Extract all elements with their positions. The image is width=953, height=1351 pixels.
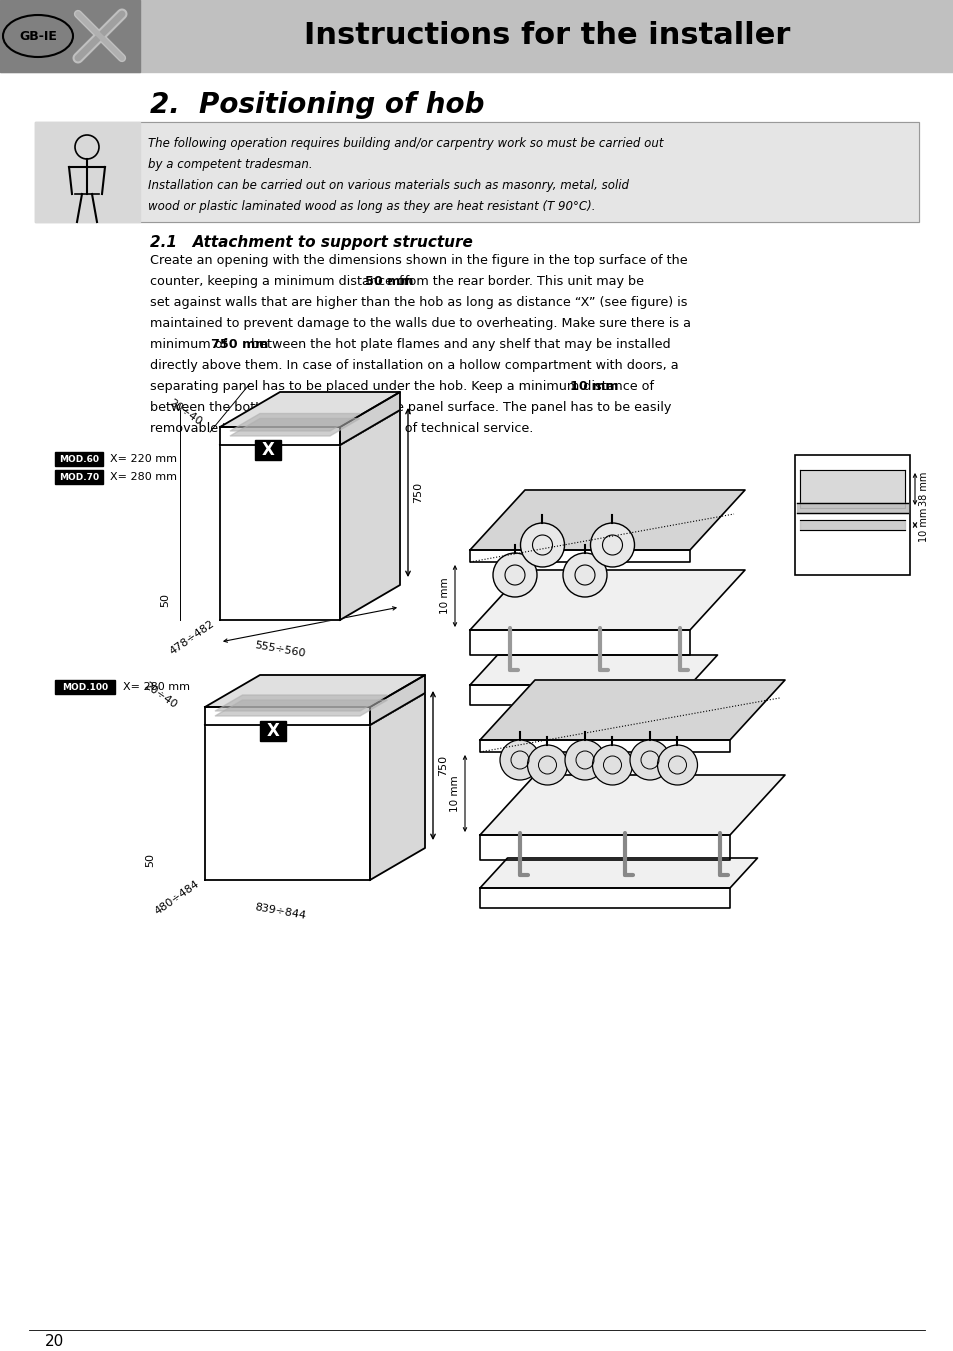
Text: 478÷482: 478÷482 (168, 619, 216, 657)
Text: X: X (266, 721, 279, 740)
Polygon shape (470, 655, 717, 685)
Text: wood or plastic laminated wood as long as they are heat resistant (T 90°C).: wood or plastic laminated wood as long a… (148, 200, 595, 213)
Polygon shape (230, 413, 359, 431)
Text: 280: 280 (314, 725, 335, 736)
Bar (55, 470, 103, 484)
Text: Instructions for the installer: Instructions for the installer (303, 22, 789, 50)
Bar (0, 0, 140, 72)
Text: separating panel has to be placed under the hob. Keep a minimum distance of: separating panel has to be placed under … (150, 380, 658, 393)
Text: 10 mm: 10 mm (439, 578, 450, 615)
Text: MOD.70: MOD.70 (59, 473, 99, 481)
Polygon shape (470, 630, 689, 655)
Polygon shape (220, 392, 399, 427)
Polygon shape (205, 725, 370, 880)
Bar (254, 440, 281, 459)
Text: counter, keeping a minimum distance of: counter, keeping a minimum distance of (150, 276, 413, 288)
Polygon shape (339, 392, 399, 444)
Bar (35, 122, 918, 222)
Text: maintained to prevent damage to the walls due to overheating. Make sure there is: maintained to prevent damage to the wall… (150, 317, 690, 330)
Bar (35, 122, 918, 222)
Polygon shape (220, 409, 399, 444)
Polygon shape (220, 444, 339, 620)
Text: MOD.100: MOD.100 (62, 682, 108, 692)
Text: 10 mm: 10 mm (569, 380, 618, 393)
Text: from the rear border. This unit may be: from the rear border. This unit may be (395, 276, 643, 288)
Circle shape (562, 553, 606, 597)
Text: GB-IE: GB-IE (19, 30, 57, 42)
Text: MOD.60: MOD.60 (59, 454, 99, 463)
Circle shape (592, 744, 632, 785)
Polygon shape (339, 409, 399, 620)
Text: directly above them. In case of installation on a hollow compartment with doors,: directly above them. In case of installa… (150, 359, 678, 372)
Bar (0, 0, 953, 72)
Text: 20÷40: 20÷40 (167, 397, 203, 427)
Text: 20÷40: 20÷40 (142, 680, 178, 709)
Circle shape (499, 740, 539, 780)
Polygon shape (220, 427, 339, 444)
Text: removable to allow access in the event of technical service.: removable to allow access in the event o… (150, 422, 533, 435)
Circle shape (527, 744, 567, 785)
Text: 20: 20 (45, 1335, 64, 1350)
Text: X= 280 mm: X= 280 mm (110, 471, 177, 482)
Polygon shape (230, 419, 359, 436)
Text: The following operation requires building and/or carpentry work so must be carri: The following operation requires buildin… (148, 136, 662, 150)
Text: between the bottom of the unit and the panel surface. The panel has to be easily: between the bottom of the unit and the p… (150, 401, 671, 413)
Text: 750: 750 (437, 755, 448, 775)
Text: 480÷484: 480÷484 (152, 880, 201, 917)
Circle shape (657, 744, 697, 785)
Circle shape (629, 740, 669, 780)
Polygon shape (205, 707, 370, 725)
Polygon shape (479, 680, 784, 740)
Polygon shape (205, 693, 424, 725)
Polygon shape (470, 490, 744, 550)
Text: 10 mm: 10 mm (450, 775, 459, 812)
Bar (794, 455, 909, 576)
Bar (55, 453, 103, 466)
Text: Create an opening with the dimensions shown in the figure in the top surface of : Create an opening with the dimensions sh… (150, 254, 687, 267)
Polygon shape (470, 550, 689, 562)
Text: 50: 50 (160, 593, 170, 607)
Text: 10 mm: 10 mm (918, 508, 928, 542)
Polygon shape (479, 835, 729, 861)
Text: 50 mm: 50 mm (365, 276, 414, 288)
Polygon shape (370, 693, 424, 880)
Text: minimum of: minimum of (150, 338, 231, 351)
Text: 750: 750 (413, 482, 422, 503)
Circle shape (520, 523, 564, 567)
Bar (35, 122, 140, 222)
Text: 839÷844: 839÷844 (253, 902, 306, 921)
Text: X: X (261, 440, 274, 459)
Polygon shape (214, 700, 387, 716)
Polygon shape (214, 694, 387, 711)
Text: X= 220 mm: X= 220 mm (110, 454, 177, 463)
Polygon shape (479, 888, 729, 908)
Text: 750 mm: 750 mm (211, 338, 268, 351)
Polygon shape (470, 570, 744, 630)
Bar (55, 680, 115, 694)
Polygon shape (470, 685, 689, 705)
Polygon shape (479, 775, 784, 835)
Text: 50: 50 (145, 852, 154, 867)
Text: 2.1   Attachment to support structure: 2.1 Attachment to support structure (150, 235, 473, 250)
Text: 38 mm: 38 mm (918, 471, 928, 507)
Circle shape (493, 553, 537, 597)
Text: set against walls that are higher than the hob as long as distance “X” (see figu: set against walls that are higher than t… (150, 296, 687, 309)
Text: by a competent tradesman.: by a competent tradesman. (148, 158, 313, 172)
Text: 555÷560: 555÷560 (253, 640, 306, 659)
Polygon shape (479, 858, 757, 888)
Polygon shape (370, 676, 424, 725)
Polygon shape (479, 740, 729, 753)
Text: Installation can be carried out on various materials such as masonry, metal, sol: Installation can be carried out on vario… (148, 178, 628, 192)
Polygon shape (205, 676, 424, 707)
Circle shape (590, 523, 634, 567)
Circle shape (564, 740, 604, 780)
Text: X= 280 mm: X= 280 mm (123, 682, 190, 692)
Text: between the hot plate flames and any shelf that may be installed: between the hot plate flames and any she… (246, 338, 670, 351)
Text: 2.  Positioning of hob: 2. Positioning of hob (150, 91, 484, 119)
Bar (260, 721, 286, 740)
